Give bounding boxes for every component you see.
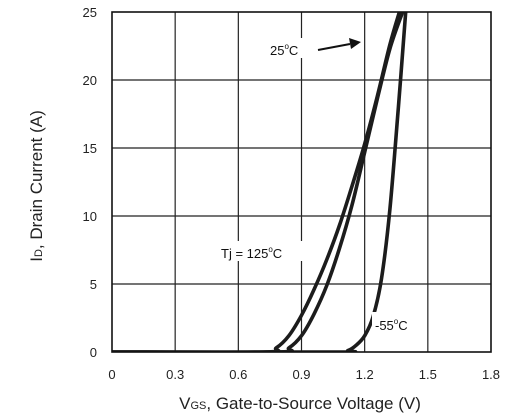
- x-tick-label: 1.5: [419, 367, 437, 382]
- annotation-25c: 25oC: [266, 38, 361, 58]
- y-tick-label: 10: [83, 209, 97, 224]
- y-tick-label: 15: [83, 141, 97, 156]
- svg-text:-55oC: -55oC: [375, 317, 408, 333]
- y-tick-labels: 0 5 10 15 20 25: [83, 5, 97, 360]
- y-tick-label: 0: [90, 345, 97, 360]
- x-axis-title: VGS, Gate-to-Source Voltage (V): [179, 394, 421, 413]
- x-tick-label: 0.6: [229, 367, 247, 382]
- y-axis-title: ID, Drain Current (A): [27, 110, 46, 262]
- y-tick-label: 5: [90, 277, 97, 292]
- svg-text:Tj = 125oC: Tj = 125oC: [221, 245, 282, 261]
- y-tick-label: 20: [83, 73, 97, 88]
- grid: [112, 12, 491, 352]
- x-tick-label: 0.3: [166, 367, 184, 382]
- annotation-arrow: [317, 43, 351, 51]
- svg-text:25oC: 25oC: [270, 42, 298, 58]
- x-tick-label: 1.8: [482, 367, 500, 382]
- series-line-2: [112, 12, 408, 352]
- series-line-1: [112, 12, 405, 352]
- arrow-head-icon: [349, 38, 361, 49]
- plot-frame: [111, 11, 492, 353]
- x-tick-label: 0: [108, 367, 115, 382]
- x-tick-label: 0.9: [292, 367, 310, 382]
- annotation-minus55c: -55oC: [372, 312, 422, 333]
- annotation-125c: Tj = 125oC: [218, 241, 310, 261]
- x-tick-label: 1.2: [356, 367, 374, 382]
- y-tick-label: 25: [83, 5, 97, 20]
- x-tick-labels: 0 0.3 0.6 0.9 1.2 1.5 1.8: [108, 367, 500, 382]
- curves: [112, 12, 408, 352]
